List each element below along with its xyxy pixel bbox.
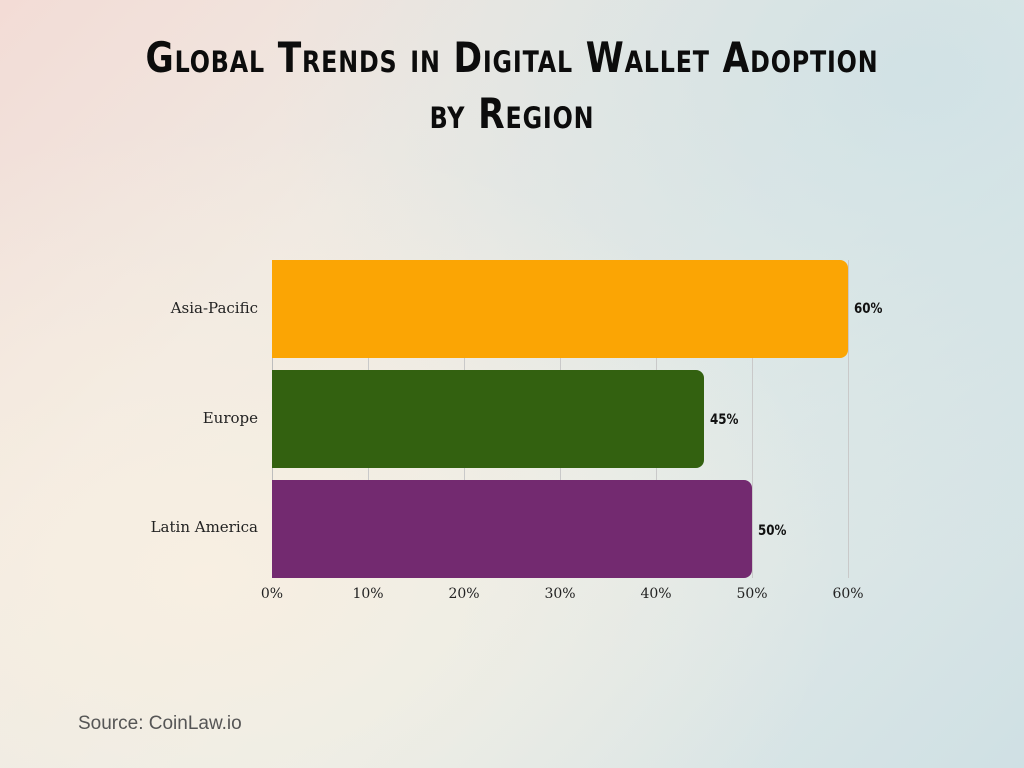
category-label-latin-america: Latin America (150, 518, 258, 536)
category-label-europe: Europe (202, 409, 258, 427)
chart-title-line2: by Region (429, 89, 595, 138)
bar-asia-pacific (272, 260, 848, 358)
category-label-asia-pacific: Asia-Pacific (170, 299, 258, 317)
chart-title-line1: Global Trends in Digital Wallet Adoption (145, 33, 879, 82)
bar-latin-america (272, 480, 752, 578)
x-tick-50: 50% (736, 586, 768, 602)
value-label-asia-pacific: 60% (854, 301, 883, 317)
value-label-europe: 45% (710, 412, 739, 428)
bar-europe (272, 370, 704, 468)
x-tick-60: 60% (832, 586, 864, 602)
x-tick-20: 20% (448, 586, 480, 602)
value-label-latin-america: 50% (758, 523, 787, 539)
gridline-60 (848, 260, 849, 578)
x-tick-10: 10% (352, 586, 384, 602)
source-credit: Source: CoinLaw.io (78, 713, 242, 734)
chart-title: Global Trends in Digital Wallet Adoption… (141, 30, 882, 142)
gridline-50 (752, 260, 753, 578)
plot-area: 60% 45% 50% (272, 260, 882, 578)
x-tick-40: 40% (640, 586, 672, 602)
x-tick-30: 30% (544, 586, 576, 602)
x-tick-0: 0% (260, 586, 284, 602)
